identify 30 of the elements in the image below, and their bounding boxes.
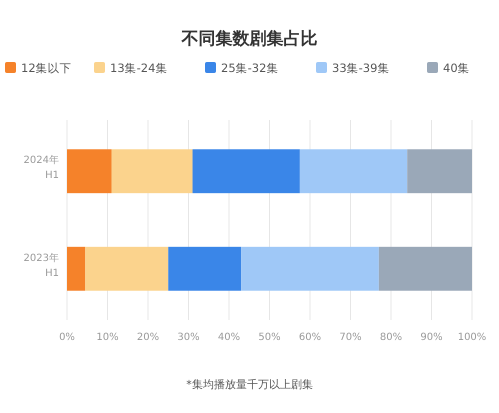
x-tick-label: 0% <box>59 332 75 343</box>
bar <box>168 246 242 291</box>
bar <box>300 149 408 194</box>
x-tick-label: 80% <box>380 332 402 343</box>
bar <box>112 149 193 194</box>
bar <box>407 149 472 194</box>
x-tick-label: 70% <box>339 332 362 343</box>
legend-label: 13集-24集 <box>110 61 168 75</box>
text: *集均播放量千万以上剧集 <box>186 378 313 391</box>
bar <box>241 246 379 291</box>
chart-title: 不同集数剧集占比 <box>180 29 318 49</box>
x-tick-label: 90% <box>420 332 443 343</box>
x-tick-label: 50% <box>258 332 281 343</box>
legend-label: 33集-39集 <box>332 61 390 75</box>
bar <box>378 246 472 291</box>
legend-label: 25集-32集 <box>221 61 278 75</box>
bar <box>67 246 86 291</box>
y-tick-label: 2024年 H1 <box>24 154 59 182</box>
bar <box>192 149 300 194</box>
x-tick-label: 20% <box>136 332 160 343</box>
bar <box>67 149 112 194</box>
x-tick-label: 100% <box>458 332 486 343</box>
bar <box>85 246 168 291</box>
x-tick-label: 30% <box>177 332 200 343</box>
x-tick-label: 40% <box>218 332 240 343</box>
legend-label: 40集 <box>443 61 470 75</box>
legend-label: 12集以下 <box>21 61 72 75</box>
x-tick-label: 10% <box>96 332 119 343</box>
y-tick-label: 2023年 H1 <box>24 252 59 279</box>
x-tick-label: 60% <box>298 332 322 343</box>
